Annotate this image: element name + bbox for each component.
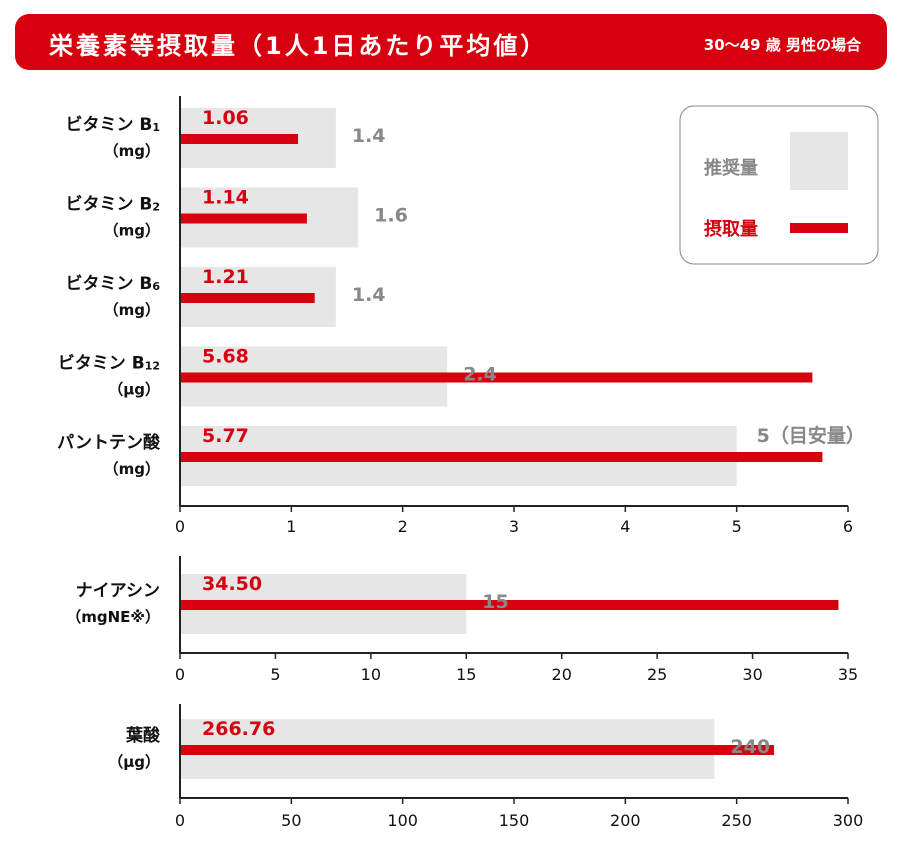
x-tick-label: 20 — [552, 665, 572, 684]
x-tick-label: 200 — [610, 811, 641, 830]
legend-intake-swatch — [790, 223, 848, 233]
x-tick-label: 5 — [270, 665, 280, 684]
recommended-value-label: 1.4 — [352, 284, 386, 306]
category-label: ビタミン B6 — [65, 274, 160, 294]
recommended-value-label: 1.4 — [352, 125, 386, 147]
category-label: ビタミン B2 — [65, 195, 160, 215]
category-label: 葉酸 — [125, 725, 161, 746]
x-tick-label: 100 — [387, 811, 418, 830]
chart-title: 栄養素等摂取量（1人1日あたり平均値） — [49, 32, 548, 60]
intake-bar — [180, 372, 813, 383]
intake-value-label: 1.06 — [202, 107, 249, 129]
recommended-value-label: 15 — [482, 591, 508, 613]
chart-subtitle: 30〜49 歳 男性の場合 — [703, 36, 861, 54]
recommended-value-label: 5（目安量） — [757, 424, 865, 447]
intake-value-label: 1.14 — [202, 187, 249, 209]
category-label: パントテン酸 — [57, 432, 161, 453]
legend-recommended-swatch — [790, 132, 848, 190]
title-banner: 栄養素等摂取量（1人1日あたり平均値） 30〜49 歳 男性の場合 — [15, 14, 887, 70]
category-unit: （mg） — [104, 301, 160, 319]
x-tick-label: 4 — [620, 517, 630, 536]
intake-bar — [180, 600, 839, 610]
category-unit: （mgNE※） — [66, 608, 160, 626]
intake-bar — [180, 134, 299, 144]
x-tick-label: 0 — [175, 811, 185, 830]
intake-value-label: 5.68 — [202, 346, 249, 368]
recommended-value-label: 1.6 — [374, 205, 408, 227]
intake-bar — [180, 293, 315, 303]
intake-value-label: 1.21 — [202, 266, 249, 288]
x-tick-label: 6 — [843, 517, 853, 536]
category-unit: （mg） — [104, 460, 160, 478]
intake-value-label: 266.76 — [202, 718, 275, 740]
legend-recommended-label: 推奨量 — [704, 157, 758, 179]
x-tick-label: 250 — [721, 811, 752, 830]
category-unit: （μg） — [108, 381, 160, 399]
x-tick-label: 30 — [742, 665, 762, 684]
recommended-value-label: 2.4 — [463, 364, 497, 386]
x-tick-label: 2 — [398, 517, 408, 536]
x-tick-label: 35 — [838, 665, 858, 684]
category-unit: （mg） — [104, 142, 160, 160]
x-tick-label: 300 — [833, 811, 864, 830]
intake-bar — [180, 452, 823, 462]
x-tick-label: 0 — [175, 517, 185, 536]
category-label: ビタミン B1 — [65, 115, 160, 135]
intake-value-label: 5.77 — [202, 425, 249, 447]
legend-box — [679, 105, 879, 265]
category-unit: （mg） — [104, 222, 160, 240]
category-label: ビタミン B12 — [58, 354, 160, 374]
intake-bar — [180, 213, 307, 224]
category-unit: （μg） — [108, 753, 160, 771]
intake-bar — [180, 745, 774, 755]
legend-intake-label: 摂取量 — [704, 218, 758, 240]
x-tick-label: 25 — [647, 665, 667, 684]
x-tick-label: 3 — [509, 517, 519, 536]
x-tick-label: 150 — [499, 811, 530, 830]
x-tick-label: 1 — [286, 517, 296, 536]
intake-value-label: 34.50 — [202, 573, 262, 595]
x-tick-label: 0 — [175, 665, 185, 684]
category-label: ナイアシン — [76, 581, 160, 601]
x-tick-label: 15 — [456, 665, 476, 684]
x-tick-label: 10 — [361, 665, 381, 684]
x-tick-label: 5 — [732, 517, 742, 536]
x-tick-label: 50 — [281, 811, 301, 830]
recommended-value-label: 240 — [730, 736, 770, 758]
